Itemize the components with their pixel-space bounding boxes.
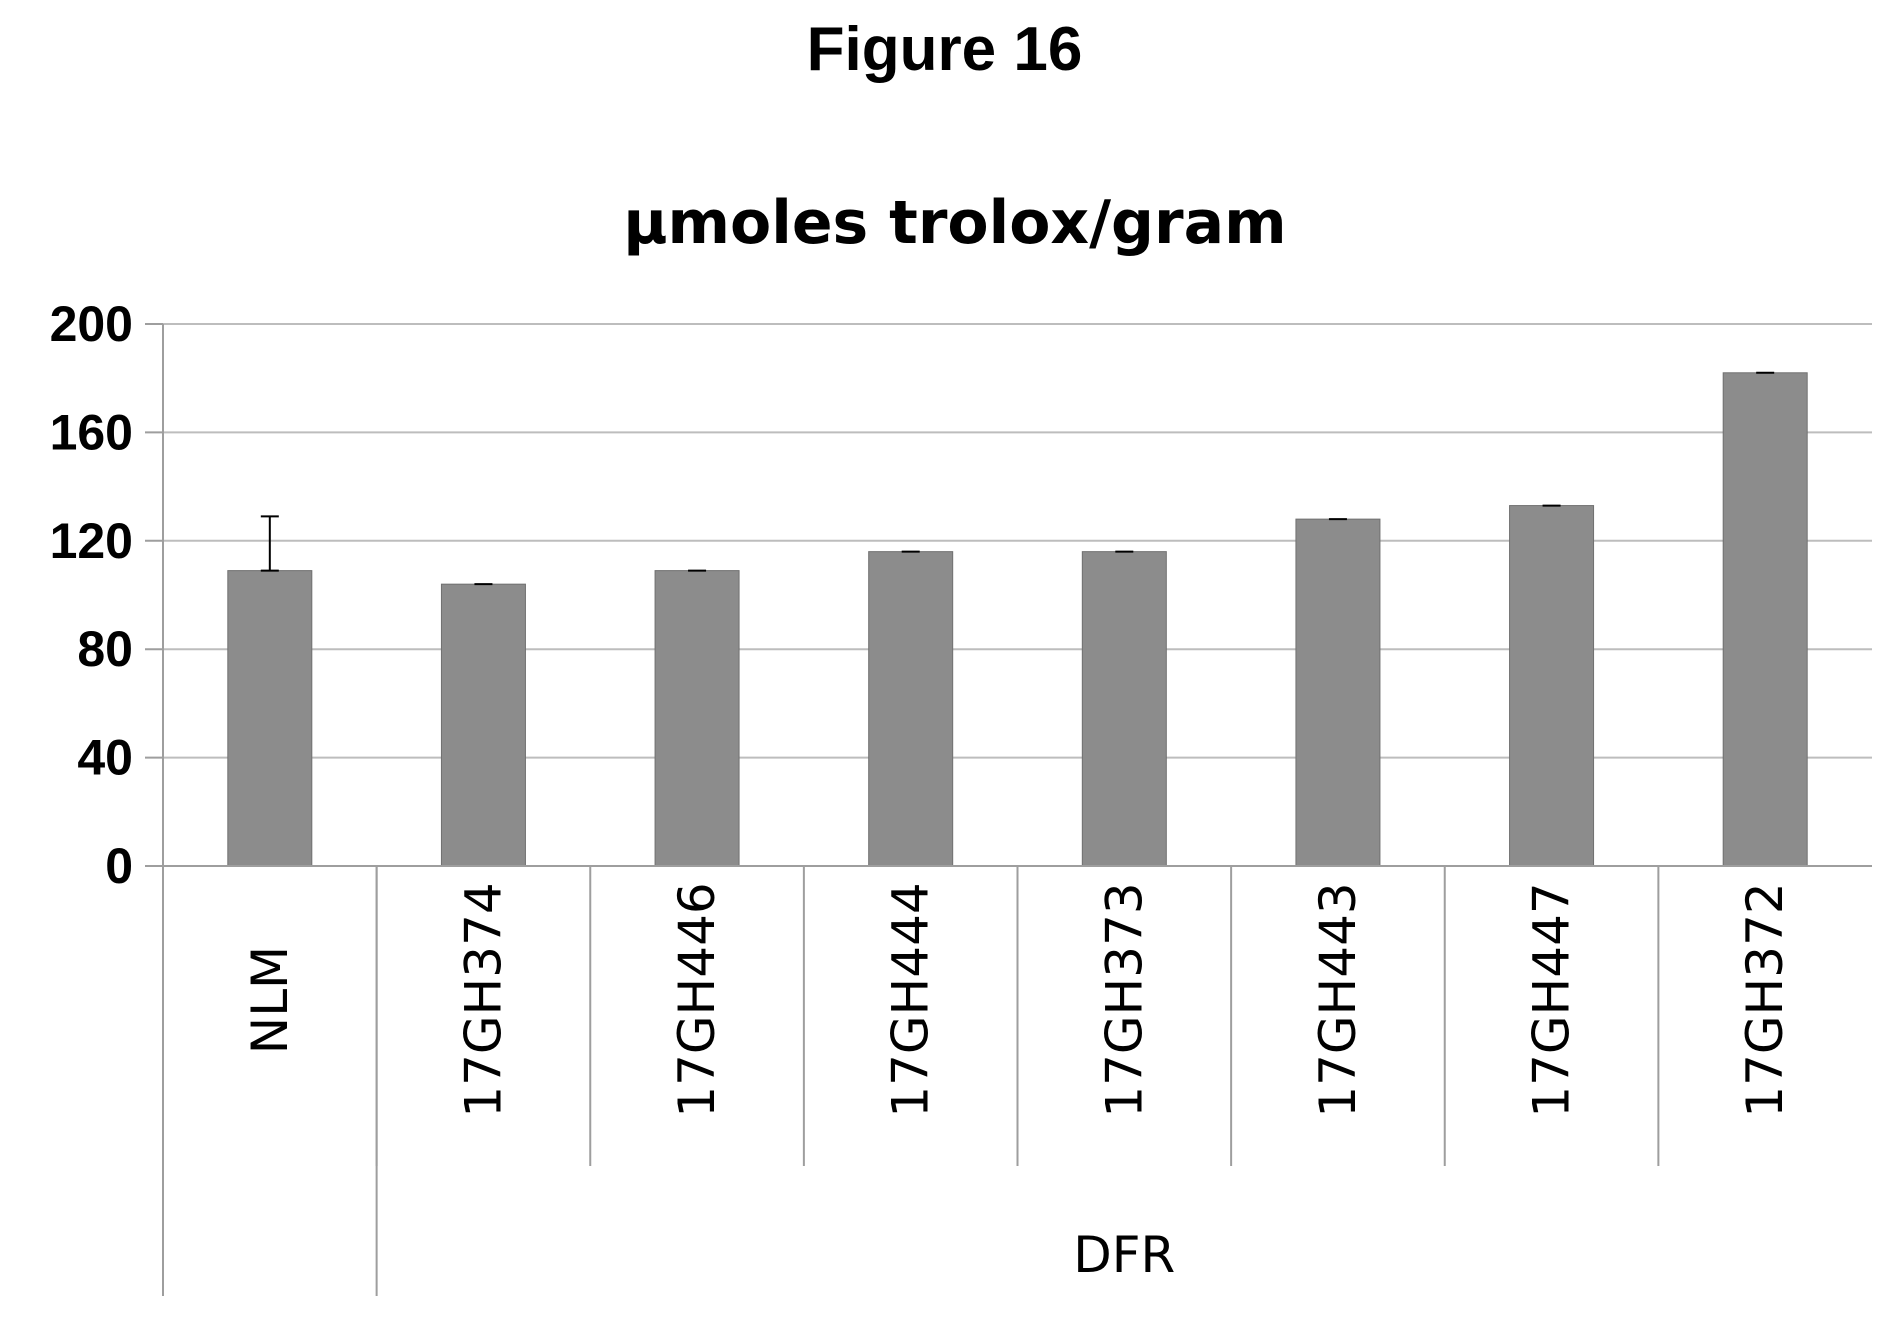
y-tick-label: 0 — [105, 838, 133, 894]
category-label: 17GH372 — [1736, 882, 1794, 1117]
category-label: 17GH373 — [1095, 882, 1153, 1117]
bar — [1509, 505, 1595, 867]
category-label: 17GH444 — [882, 882, 940, 1117]
y-tick-label: 80 — [77, 621, 133, 677]
axis-labels: 0 40 80 120 160 200 NLM 17GH374 17GH446 17GH444 17… — [50, 296, 1795, 1284]
y-tick-label: 40 — [77, 730, 133, 786]
gridlines — [163, 323, 1872, 759]
category-label: NLM — [241, 946, 299, 1054]
figure-title: Figure 16 — [806, 15, 1083, 84]
y-tick-label: 160 — [50, 404, 133, 460]
bar — [1722, 372, 1808, 867]
bar — [868, 551, 954, 867]
bar — [1295, 518, 1381, 867]
bar — [227, 570, 313, 867]
category-label: 17GH374 — [454, 882, 512, 1117]
axes — [145, 323, 1872, 1296]
chart-title: μmoles trolox/gram — [623, 188, 1286, 258]
category-label: 17GH446 — [668, 882, 726, 1117]
bars — [227, 371, 1808, 867]
category-label: 17GH447 — [1523, 882, 1581, 1117]
y-tick-label: 200 — [50, 296, 133, 352]
bar — [1081, 551, 1167, 867]
group-label: DFR — [1073, 1226, 1175, 1284]
bar — [654, 570, 740, 867]
category-label: 17GH443 — [1309, 882, 1367, 1117]
y-tick-label: 120 — [50, 513, 133, 569]
bar — [440, 583, 526, 867]
